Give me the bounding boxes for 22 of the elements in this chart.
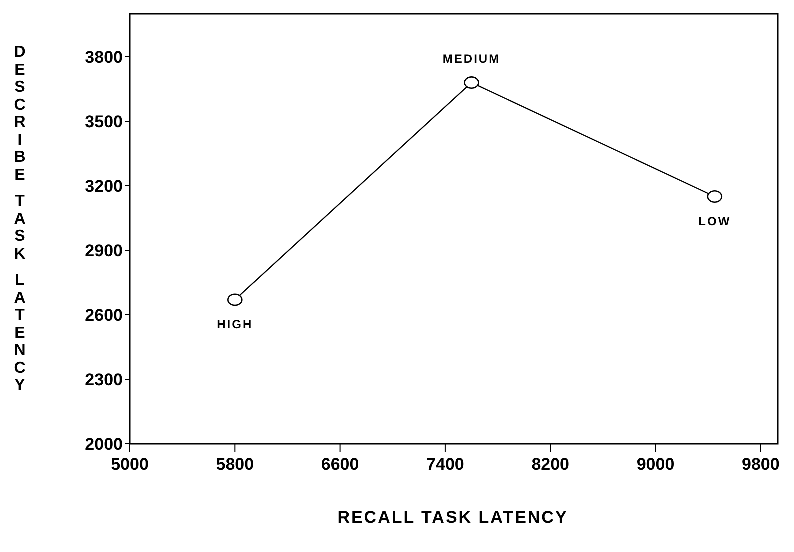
point [464, 76, 480, 90]
annotation: LOW [698, 214, 732, 228]
annotation: HIGH [217, 317, 254, 332]
x-tick-label: 5800 [216, 455, 254, 474]
x-tick-label: 6600 [321, 455, 360, 474]
annotation: MEDIUM [442, 52, 501, 66]
x-tick-label: 5000 [111, 455, 149, 474]
y-tick-label: 2300 [85, 370, 123, 390]
y-tick-label: 3200 [85, 177, 123, 196]
x-tick-label: 7400 [426, 455, 464, 474]
y-tick-label: 2900 [85, 242, 123, 261]
y-tick-label: 3800 [85, 48, 123, 68]
y-tick-label: 3500 [85, 112, 123, 132]
x-tick-label: 9800 [742, 455, 780, 474]
x-axis-title: RECALL TASK LATENCY [336, 508, 570, 528]
y-tick-label: 2000 [85, 435, 123, 454]
y-tick-label: 2600 [85, 306, 123, 326]
point [707, 190, 723, 203]
x-tick-label: 9000 [636, 455, 675, 474]
point [228, 294, 243, 306]
text: DESCRIBE TASK LATENCY [14, 44, 26, 394]
x-tick-label: 8200 [532, 455, 570, 474]
